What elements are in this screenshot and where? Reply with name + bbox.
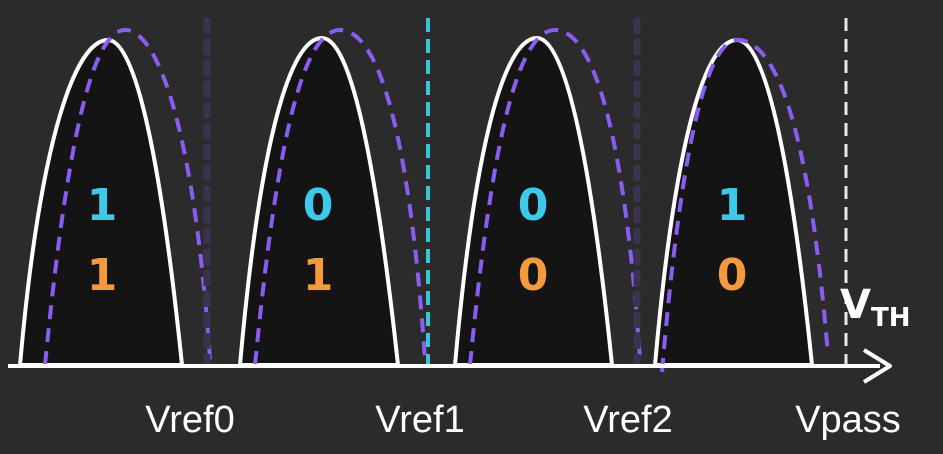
state-distribution-2: 0 0 bbox=[452, 27, 642, 367]
state-distribution-3: 1 0 bbox=[652, 37, 830, 373]
state-bottom-bit-3: 0 bbox=[717, 250, 748, 301]
shifted-distribution-2 bbox=[468, 27, 642, 366]
state-top-bit-2: 0 bbox=[518, 180, 549, 231]
reference-label-vref0: Vref0 bbox=[145, 399, 234, 441]
axis-label-main: V bbox=[840, 282, 871, 328]
reference-label-vpass: Vpass bbox=[795, 399, 901, 441]
state-bottom-bit-2: 0 bbox=[518, 250, 549, 301]
state-bottom-bit-1: 1 bbox=[303, 250, 334, 301]
state-top-bit-3: 1 bbox=[717, 180, 748, 231]
state-distribution-0: 1 1 bbox=[17, 27, 212, 367]
vth-axis-arrowhead bbox=[862, 348, 892, 384]
state-distribution-1: 0 1 bbox=[237, 27, 427, 367]
shifted-distribution-0 bbox=[43, 27, 212, 366]
shifted-distribution-3 bbox=[660, 37, 830, 373]
state-top-bit-0: 1 bbox=[87, 180, 118, 231]
state-bottom-bit-0: 1 bbox=[87, 250, 118, 301]
axis-label-sub: TH bbox=[871, 303, 911, 333]
reference-label-vref2: Vref2 bbox=[583, 399, 672, 441]
axis-label: VTH bbox=[840, 282, 910, 333]
shifted-distribution-1 bbox=[253, 27, 427, 366]
reference-label-vref1: Vref1 bbox=[375, 399, 464, 441]
state-top-bit-1: 0 bbox=[303, 180, 334, 231]
